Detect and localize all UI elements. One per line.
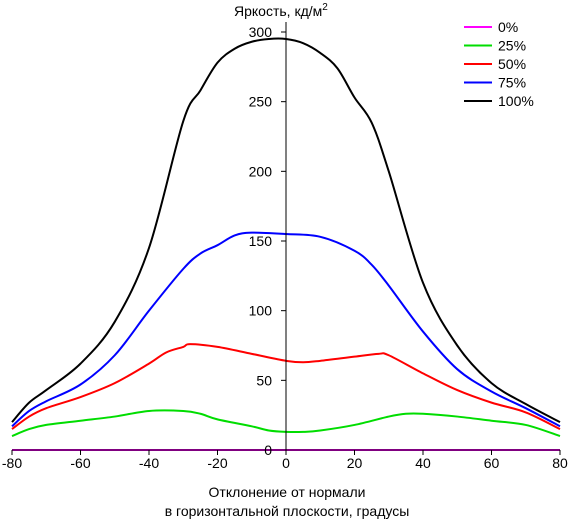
y-axis-title-text: Яркость, кд/м [234, 3, 322, 19]
y-tick-label: 50 [256, 372, 272, 388]
axes-layer [12, 22, 560, 451]
x-tick-label: -80 [2, 455, 22, 471]
ticks-layer: -80 -60 -40 -20 0 20 40 60 80 0 50 100 150 200 250 300 [2, 24, 568, 471]
series-75pct-line [11, 231, 561, 428]
x-tick-label: 40 [415, 455, 431, 471]
legend-label: 25% [498, 38, 526, 54]
series-50pct-line [11, 343, 561, 430]
legend-label: 75% [498, 75, 526, 91]
x-tick-label: 0 [282, 455, 290, 471]
series-100pct-line [11, 37, 561, 424]
y-tick-label: 250 [249, 94, 273, 110]
y-tick-label: 300 [249, 24, 273, 40]
y-tick-label: 0 [264, 442, 272, 458]
x-tick-label: 20 [347, 455, 363, 471]
legend-label: 100% [498, 93, 534, 109]
series-25pct-line [11, 409, 561, 438]
x-tick-label: 60 [484, 455, 500, 471]
legend-label: 0% [498, 19, 518, 35]
x-tick-label: -20 [207, 455, 227, 471]
y-tick-label: 100 [249, 303, 273, 319]
y-tick-label: 150 [249, 233, 273, 249]
legend: 0% 25% 50% 75% 100% [464, 19, 534, 109]
y-axis-title-superscript: 2 [322, 2, 328, 13]
x-tick-label: 80 [552, 455, 568, 471]
x-tick-label: -60 [70, 455, 90, 471]
x-tick-label: -40 [139, 455, 159, 471]
x-axis-title-line-1: Отклонение от нормали [209, 484, 366, 500]
y-axis-title: Яркость, кд/м2 [234, 2, 328, 19]
y-tick-label: 200 [249, 163, 273, 179]
legend-label: 50% [498, 56, 526, 72]
x-axis-title-line-2: в горизонтальной плоскости, градусы [165, 503, 410, 519]
